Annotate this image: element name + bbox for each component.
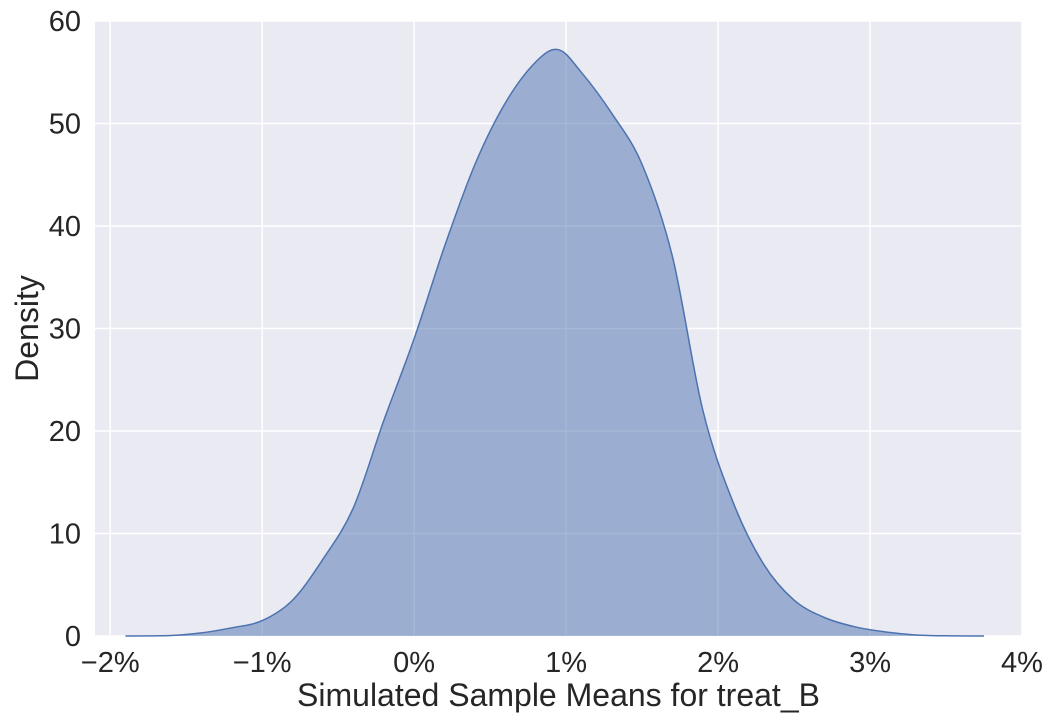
x-tick-label: 2% <box>697 647 739 679</box>
y-tick-label: 20 <box>49 416 81 448</box>
y-tick-label: 30 <box>49 314 81 346</box>
y-axis-label: Density <box>9 275 45 382</box>
x-axis-label: Simulated Sample Means for treat_B <box>297 677 820 713</box>
y-tick-label: 10 <box>49 519 81 551</box>
x-tick-label: 1% <box>545 647 587 679</box>
y-tick-label: 0 <box>65 621 81 653</box>
x-tick-label: −2% <box>81 647 140 679</box>
x-tick-label: 4% <box>1001 647 1043 679</box>
x-tick-label: 0% <box>393 647 435 679</box>
x-tick-label: −1% <box>233 647 292 679</box>
x-axis-ticks: −2% −1% 0% 1% 2% 3% 4% <box>81 647 1043 679</box>
y-tick-label: 50 <box>49 109 81 141</box>
y-tick-label: 40 <box>49 211 81 243</box>
y-tick-label: 60 <box>49 6 81 38</box>
y-axis-ticks: 0 10 20 30 40 50 60 <box>49 6 81 653</box>
kde-area <box>125 49 984 637</box>
x-tick-label: 3% <box>849 647 891 679</box>
kde-line <box>125 48 985 637</box>
